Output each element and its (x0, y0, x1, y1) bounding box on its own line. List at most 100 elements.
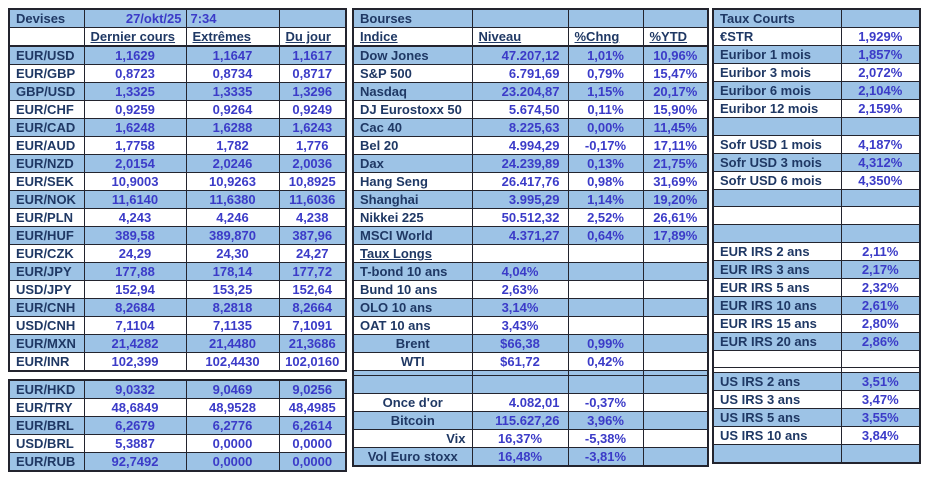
currency-pair[interactable]: EUR/PLN (8, 208, 85, 227)
last-price[interactable]: 7,1104 (83, 316, 187, 335)
last-price[interactable]: 1,7758 (83, 136, 187, 155)
index-ytd[interactable]: 31,69% (642, 172, 709, 191)
last-price[interactable]: 1,1629 (83, 45, 187, 65)
index-level[interactable]: 24.239,89 (471, 154, 569, 173)
extremes-price[interactable]: 24,30 (185, 244, 280, 263)
rate-name[interactable]: Euribor 1 mois (712, 45, 842, 64)
extremes-price[interactable]: 0,9264 (185, 100, 280, 119)
col-header-ytd[interactable]: %YTD (642, 27, 709, 47)
blank-cell[interactable] (642, 375, 709, 394)
blank-cell[interactable] (840, 224, 921, 243)
blank-cell[interactable] (712, 206, 842, 226)
index-level[interactable]: 23.204,87 (471, 82, 569, 101)
rate-name[interactable]: EUR IRS 15 ans (712, 313, 842, 333)
index-level[interactable]: 6.791,69 (471, 64, 569, 83)
index-name[interactable]: Shanghai (352, 190, 473, 209)
index-level[interactable]: 47.207,12 (471, 45, 569, 65)
index-level[interactable]: 5.674,50 (471, 100, 569, 119)
last-price[interactable]: 102,399 (83, 352, 187, 372)
last-price[interactable]: 92,7492 (83, 452, 187, 472)
taux-courts-title[interactable]: Taux Courts (712, 8, 842, 28)
rate-name[interactable]: US IRS 2 ans (712, 372, 842, 392)
last-price[interactable]: 177,88 (83, 262, 187, 281)
index-name[interactable]: Bel 20 (352, 136, 473, 155)
day-price[interactable]: 4,238 (278, 208, 347, 227)
blank-cell[interactable] (642, 316, 709, 335)
last-price[interactable]: 4,243 (83, 208, 187, 227)
rate-value[interactable]: 2,61% (840, 295, 921, 315)
blank-cell[interactable] (840, 444, 921, 464)
bond-rate[interactable]: 2,63% (471, 280, 569, 299)
asset-change[interactable]: 3,96% (567, 410, 644, 430)
day-price[interactable]: 152,64 (278, 280, 347, 299)
last-price[interactable]: 389,58 (83, 226, 187, 245)
asset-change[interactable]: -3,81% (567, 446, 644, 467)
extremes-price[interactable]: 389,870 (185, 226, 280, 245)
index-ytd[interactable]: 26,61% (642, 208, 709, 227)
day-price[interactable]: 48,4985 (278, 398, 347, 417)
currency-pair[interactable]: EUR/NZD (8, 154, 85, 173)
asset-name[interactable]: Vol Euro stoxx (352, 446, 473, 467)
currency-pair[interactable]: EUR/USD (8, 45, 85, 65)
currency-pair[interactable]: EUR/HUF (8, 226, 85, 245)
blank-cell[interactable] (278, 8, 347, 28)
rate-name[interactable]: €STR (712, 27, 842, 46)
day-price[interactable]: 11,6036 (278, 190, 347, 209)
last-price[interactable]: 10,9003 (83, 172, 187, 191)
extremes-price[interactable]: 102,4430 (185, 352, 280, 372)
day-price[interactable]: 6,2614 (278, 416, 347, 435)
blank-cell[interactable] (8, 27, 85, 47)
rate-value[interactable]: 3,47% (840, 390, 921, 410)
asset-name[interactable]: Bitcoin (352, 410, 473, 430)
currency-pair[interactable]: EUR/CAD (8, 118, 85, 137)
day-price[interactable]: 1,776 (278, 136, 347, 155)
asset-name[interactable]: Vix (352, 428, 473, 448)
date-cell[interactable]: 27/okt/25 (83, 8, 187, 28)
day-price[interactable]: 387,96 (278, 226, 347, 245)
bond-name[interactable]: Bund 10 ans (352, 280, 473, 299)
rate-value[interactable]: 2,17% (840, 259, 921, 279)
index-ytd[interactable]: 10,96% (642, 45, 709, 65)
extremes-price[interactable]: 7,1135 (185, 316, 280, 335)
currency-pair[interactable]: EUR/BRL (8, 416, 85, 435)
rate-name[interactable]: Sofr USD 6 mois (712, 170, 842, 190)
index-change[interactable]: 0,00% (567, 118, 644, 137)
day-price[interactable]: 24,27 (278, 244, 347, 263)
index-name[interactable]: MSCI World (352, 226, 473, 245)
currency-pair[interactable]: EUR/TRY (8, 398, 85, 417)
extremes-price[interactable]: 0,8734 (185, 64, 280, 83)
blank-cell[interactable] (642, 334, 709, 353)
col-header-dernier-cours[interactable]: Dernier cours (83, 27, 187, 47)
index-ytd[interactable]: 21,75% (642, 154, 709, 173)
commodity-change[interactable]: 0,42% (567, 352, 644, 371)
day-price[interactable]: 0,9249 (278, 100, 347, 119)
index-level[interactable]: 50.512,32 (471, 208, 569, 227)
blank-cell[interactable] (642, 298, 709, 317)
rate-value[interactable]: 2,11% (840, 241, 921, 261)
bond-name[interactable]: OLO 10 ans (352, 298, 473, 317)
bond-rate[interactable]: 4,04% (471, 262, 569, 281)
asset-name[interactable]: Once d'or (352, 392, 473, 412)
currency-pair[interactable]: USD/BRL (8, 434, 85, 453)
blank-cell[interactable] (840, 206, 921, 226)
index-change[interactable]: 0,64% (567, 226, 644, 245)
asset-level[interactable]: 16,37% (471, 428, 569, 448)
rate-name[interactable]: EUR IRS 2 ans (712, 241, 842, 261)
extremes-price[interactable]: 48,9528 (185, 398, 280, 417)
rate-name[interactable]: Sofr USD 1 mois (712, 134, 842, 154)
index-ytd[interactable]: 19,20% (642, 190, 709, 209)
currency-pair[interactable]: EUR/SEK (8, 172, 85, 191)
extremes-price[interactable]: 6,2776 (185, 416, 280, 435)
day-price[interactable]: 102,0160 (278, 352, 347, 372)
index-change[interactable]: 0,11% (567, 100, 644, 119)
commodity-name[interactable]: WTI (352, 352, 473, 371)
index-ytd[interactable]: 15,90% (642, 100, 709, 119)
rate-name[interactable]: US IRS 5 ans (712, 408, 842, 428)
day-price[interactable]: 1,6243 (278, 118, 347, 137)
extremes-price[interactable]: 1,6288 (185, 118, 280, 137)
index-change[interactable]: 2,52% (567, 208, 644, 227)
index-level[interactable]: 4.994,29 (471, 136, 569, 155)
blank-cell[interactable] (567, 280, 644, 299)
blank-cell[interactable] (642, 352, 709, 371)
blank-cell[interactable] (567, 298, 644, 317)
